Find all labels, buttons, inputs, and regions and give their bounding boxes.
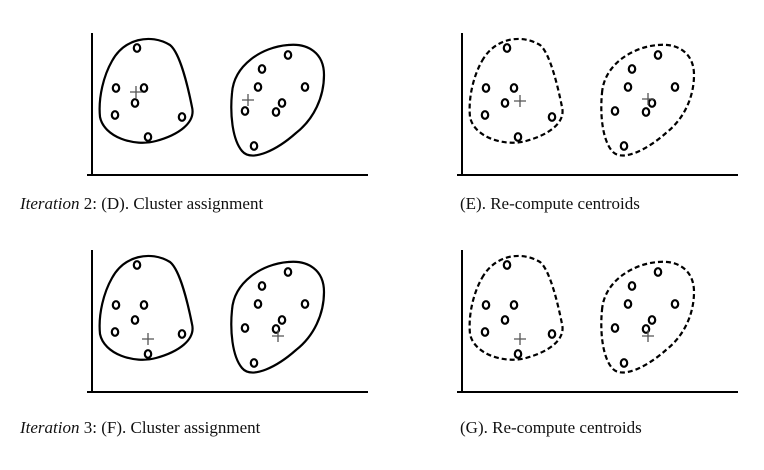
data-point (177, 112, 187, 122)
data-point (111, 83, 121, 93)
centroid-marker (642, 93, 654, 105)
data-point (670, 299, 680, 309)
left-cluster-boundary (468, 37, 564, 144)
data-point (177, 329, 187, 339)
data-point (481, 300, 491, 310)
data-point (253, 299, 263, 309)
data-point (283, 50, 293, 60)
caption-f: Iteration 3: (F). Cluster assignment (20, 418, 260, 438)
left-cluster-boundary (98, 37, 194, 144)
data-point (641, 107, 651, 117)
data-point (619, 141, 629, 151)
data-point (623, 299, 633, 309)
data-point (500, 315, 510, 325)
data-point (653, 267, 663, 277)
centroid-marker (142, 333, 154, 345)
data-point (249, 358, 259, 368)
caption-e: (E). Re-compute centroids (460, 194, 640, 213)
right-cluster-boundary (230, 260, 326, 374)
right-cluster-boundary (230, 43, 326, 157)
data-point (610, 106, 620, 116)
data-point (509, 300, 519, 310)
data-point (623, 82, 633, 92)
data-point (513, 132, 523, 142)
data-point (143, 132, 153, 142)
data-point (610, 323, 620, 333)
panel-g-recompute-centroids (457, 250, 738, 393)
caption-f-text: 3: (F). Cluster assignment (79, 418, 261, 437)
caption-g: (G). Re-compute centroids (460, 418, 642, 437)
panel-f-cluster-assignment (87, 250, 368, 393)
data-point (641, 324, 651, 334)
data-point (509, 83, 519, 93)
data-point (257, 281, 267, 291)
caption-f-italic: Iteration (20, 418, 80, 437)
data-point (653, 50, 663, 60)
data-point (647, 315, 657, 325)
data-point (271, 107, 281, 117)
data-point (547, 112, 557, 122)
data-point (500, 98, 510, 108)
centroid-marker (514, 333, 526, 345)
centroid-marker (130, 86, 142, 98)
data-point (277, 315, 287, 325)
data-point (249, 141, 259, 151)
right-cluster-boundary (600, 260, 696, 374)
data-point (139, 300, 149, 310)
data-point (283, 267, 293, 277)
data-point (300, 82, 310, 92)
data-point (480, 327, 490, 337)
data-point (502, 43, 512, 53)
data-point (647, 98, 657, 108)
data-point (253, 82, 263, 92)
panel-e-recompute-centroids (457, 33, 738, 176)
data-point (143, 349, 153, 359)
data-point (132, 43, 142, 53)
data-point (619, 358, 629, 368)
data-point (271, 324, 281, 334)
left-cluster-boundary (98, 254, 194, 361)
data-point (481, 83, 491, 93)
panel-d-cluster-assignment (87, 33, 368, 176)
data-point (139, 83, 149, 93)
data-point (257, 64, 267, 74)
data-point (130, 98, 140, 108)
data-point (277, 98, 287, 108)
data-point (132, 260, 142, 270)
centroid-marker (272, 330, 284, 342)
centroid-marker (514, 95, 526, 107)
data-point (240, 106, 250, 116)
data-point (627, 281, 637, 291)
data-point (670, 82, 680, 92)
data-point (110, 327, 120, 337)
data-point (240, 323, 250, 333)
data-point (130, 315, 140, 325)
data-point (513, 349, 523, 359)
data-point (502, 260, 512, 270)
data-point (111, 300, 121, 310)
left-cluster-boundary (468, 254, 564, 361)
data-point (300, 299, 310, 309)
data-point (480, 110, 490, 120)
data-point (547, 329, 557, 339)
data-point (627, 64, 637, 74)
centroid-marker (642, 330, 654, 342)
right-cluster-boundary (600, 43, 696, 157)
data-point (110, 110, 120, 120)
caption-d: Iteration 2: (D). Cluster assignment (20, 194, 263, 214)
caption-d-text: 2: (D). Cluster assignment (79, 194, 264, 213)
caption-d-italic: Iteration (20, 194, 80, 213)
centroid-marker (242, 94, 254, 106)
